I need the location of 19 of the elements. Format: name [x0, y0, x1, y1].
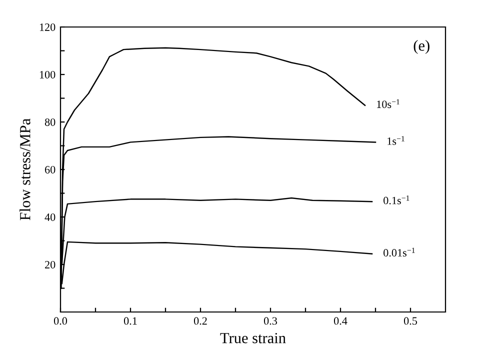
x-tick-label: 0.0	[54, 317, 68, 325]
y-tick-label: 20	[45, 260, 56, 268]
y-tick-label: 80	[44, 118, 56, 126]
x-axis-title: True strain	[220, 332, 286, 344]
x-tick-label: 0.2	[194, 317, 207, 325]
annotation: (e)	[414, 40, 430, 54]
series-label: 0.01s$^{−1}$	[384, 248, 415, 257]
series-label: 1s$^{−1}$	[388, 136, 404, 145]
y-tick-label: 60	[45, 166, 56, 174]
y-tick-label: 100	[40, 70, 56, 78]
x-tick-label: 0.3	[264, 317, 278, 325]
x-tick-label: 0.4	[334, 317, 348, 325]
series-label: 10s$^{−1}$	[377, 99, 400, 108]
y-tick-label: 120	[40, 23, 56, 31]
series-label: 0.1s$^{−1}$	[384, 195, 410, 204]
x-tick-label: 0.5	[404, 317, 418, 325]
y-tick-label: 40	[44, 213, 56, 221]
y-axis-title: Flow stress/MPa	[20, 118, 30, 220]
x-tick-label: 0.1	[124, 317, 137, 325]
